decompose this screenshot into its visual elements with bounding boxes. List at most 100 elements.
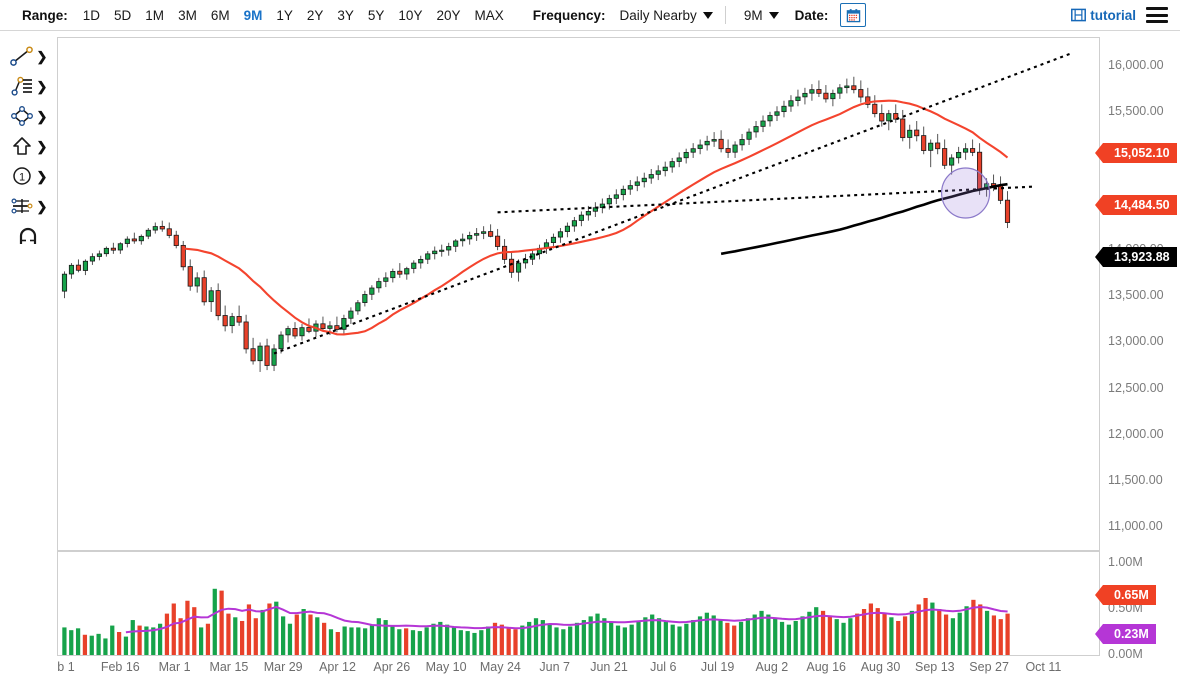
range-button-group: 1D 5D 1M 3M 6M 9M 1Y 2Y 3Y 5Y 10Y 20Y MAX bbox=[76, 7, 511, 24]
numbered-circle-icon: 1 bbox=[12, 167, 31, 185]
chevron-down-icon[interactable] bbox=[768, 11, 779, 19]
date-tick: Aug 2 bbox=[755, 660, 789, 674]
price-ma-fast bbox=[183, 99, 1009, 336]
price-marker-tag: 13,923.88 bbox=[1095, 247, 1177, 268]
volume-series bbox=[62, 588, 1010, 655]
range-20y[interactable]: 20Y bbox=[436, 7, 461, 23]
date-label: Date: bbox=[794, 7, 829, 23]
shape-tool[interactable]: ❯ bbox=[2, 101, 54, 131]
date-tick: Sep 13 bbox=[914, 660, 955, 674]
price-tick: 13,500.00 bbox=[1108, 288, 1164, 303]
chevron-right-icon[interactable]: ❯ bbox=[36, 138, 48, 154]
price-tick: 11,500.00 bbox=[1108, 472, 1163, 487]
price-ma-slow bbox=[720, 182, 1008, 256]
price-tick: 11,000.00 bbox=[1108, 518, 1163, 533]
fibonacci-tool[interactable]: ❯ bbox=[2, 191, 54, 221]
chevron-right-icon[interactable]: ❯ bbox=[36, 198, 48, 214]
range-1y[interactable]: 1Y bbox=[276, 7, 293, 23]
line-with-lines-icon bbox=[11, 76, 32, 96]
volume-ma bbox=[125, 605, 1008, 634]
line-segment-icon bbox=[9, 46, 33, 66]
range-9m[interactable]: 9M bbox=[243, 7, 263, 23]
chevron-right-icon[interactable]: ❯ bbox=[36, 48, 48, 64]
chevron-down-icon[interactable] bbox=[702, 11, 713, 19]
date-tick: Mar 15 bbox=[209, 660, 249, 674]
date-tick: Aug 16 bbox=[806, 660, 846, 674]
range-1m[interactable]: 1M bbox=[145, 7, 165, 23]
highlight-circle bbox=[940, 167, 991, 219]
uptrend-line bbox=[273, 52, 1071, 355]
price-tick: 13,000.00 bbox=[1108, 334, 1164, 349]
range-2y[interactable]: 2Y bbox=[306, 7, 324, 23]
date-tick: Mar 29 bbox=[263, 660, 303, 674]
date-tick: Apr 26 bbox=[373, 660, 411, 674]
period-value: 9M bbox=[743, 7, 763, 23]
price-tick: 16,000.00 bbox=[1108, 57, 1164, 72]
film-icon bbox=[1071, 8, 1087, 22]
range-max[interactable]: MAX bbox=[474, 7, 504, 23]
range-6m[interactable]: 6M bbox=[210, 7, 230, 23]
date-tick: May 10 bbox=[425, 660, 467, 674]
volume-tick: 1.00M bbox=[1108, 555, 1143, 570]
period-dropdown[interactable]: 9M bbox=[744, 8, 779, 23]
drawing-tool-rail: ❯ ❯ ❯ bbox=[0, 31, 56, 695]
date-tick: Aug 30 bbox=[860, 660, 901, 674]
resistance-line bbox=[497, 185, 1036, 214]
range-5y[interactable]: 5Y bbox=[367, 7, 385, 23]
date-tick: Feb 16 bbox=[100, 660, 140, 674]
tutorial-label: tutorial bbox=[1090, 7, 1136, 23]
date-axis: b 1 Feb 16 Mar 1 Mar 15 Mar 29 Apr 12 Apr 26 Ma… bbox=[0, 660, 1180, 685]
date-tick: Jun 21 bbox=[590, 660, 628, 674]
price-axis: 16,000.0015,500.0015,000.0014,500.0014,0… bbox=[1095, 31, 1180, 685]
toolbar-divider bbox=[724, 6, 726, 24]
price-tick: 15,500.00 bbox=[1108, 103, 1164, 118]
date-tick: May 24 bbox=[479, 660, 521, 674]
trendline-tool[interactable]: ❯ bbox=[2, 41, 54, 71]
hamburger-icon[interactable] bbox=[1146, 7, 1168, 23]
frequency-value: Daily Nearby bbox=[619, 7, 697, 23]
price-panel[interactable] bbox=[57, 37, 1100, 551]
volume-plot[interactable] bbox=[58, 552, 1099, 655]
magnet-tool[interactable] bbox=[2, 221, 54, 251]
magnet-icon bbox=[19, 227, 37, 244]
date-tick: Oct 11 bbox=[1025, 660, 1062, 674]
range-3y[interactable]: 3Y bbox=[337, 7, 354, 23]
volume-tick: 0.00M bbox=[1108, 647, 1143, 661]
volume-marker-tag: 0.23M bbox=[1095, 623, 1156, 644]
price-marker-tag: 14,484.50 bbox=[1095, 195, 1177, 216]
frequency-label: Frequency: bbox=[532, 7, 606, 23]
text-annotation-tool[interactable]: ❯ bbox=[2, 71, 54, 101]
up-arrow-icon bbox=[12, 137, 31, 155]
chevron-right-icon[interactable]: ❯ bbox=[36, 108, 48, 124]
date-tick: b 1 bbox=[57, 660, 75, 674]
date-tick: Jun 7 bbox=[539, 660, 570, 674]
calendar-icon[interactable] bbox=[840, 3, 867, 27]
chart-canvas[interactable] bbox=[57, 31, 1100, 685]
diamond-shape-icon bbox=[10, 106, 33, 126]
range-label: Range: bbox=[22, 7, 68, 23]
top-toolbar: Range: 1D 5D 1M 3M 6M 9M 1Y 2Y 3Y 5Y 10Y 20Y MAX Fre… bbox=[0, 0, 1180, 31]
range-5d[interactable]: 5D bbox=[114, 7, 132, 23]
date-tick: Jul 19 bbox=[700, 660, 735, 674]
volume-panel[interactable] bbox=[57, 551, 1100, 656]
price-tick: 12,500.00 bbox=[1108, 380, 1164, 395]
marker-tool[interactable]: 1 ❯ bbox=[2, 161, 54, 191]
arrow-tool[interactable]: ❯ bbox=[2, 131, 54, 161]
frequency-dropdown[interactable]: Daily Nearby bbox=[620, 8, 713, 23]
price-tick: 12,000.00 bbox=[1108, 426, 1164, 441]
tutorial-link[interactable]: tutorial bbox=[1071, 8, 1136, 23]
price-marker-tag: 15,052.10 bbox=[1095, 143, 1177, 164]
price-plot[interactable] bbox=[58, 38, 1099, 550]
chevron-right-icon[interactable]: ❯ bbox=[36, 168, 48, 184]
date-tick: Sep 27 bbox=[969, 660, 1009, 674]
date-tick: Jul 6 bbox=[650, 660, 677, 674]
levels-icon bbox=[11, 198, 33, 214]
chevron-right-icon[interactable]: ❯ bbox=[36, 78, 48, 94]
range-3m[interactable]: 3M bbox=[178, 7, 197, 23]
range-10y[interactable]: 10Y bbox=[398, 7, 423, 23]
range-1d[interactable]: 1D bbox=[82, 7, 101, 23]
volume-marker-tag: 0.65M bbox=[1095, 585, 1156, 606]
toolbar-right-group: tutorial bbox=[1071, 7, 1180, 23]
candlestick-series bbox=[61, 76, 1011, 372]
